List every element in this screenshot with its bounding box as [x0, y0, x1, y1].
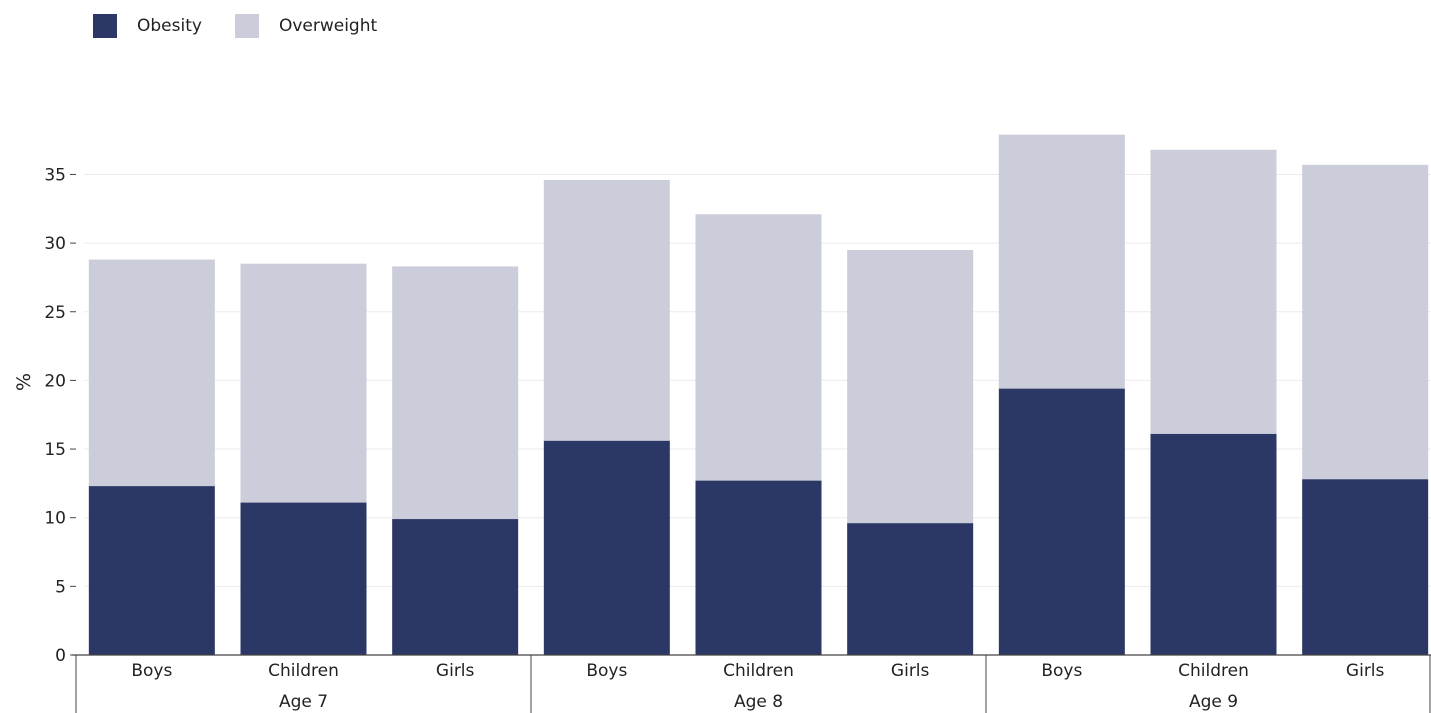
- x-tick-label: Boys: [586, 661, 627, 681]
- bar-overweight: [695, 214, 822, 481]
- bar-overweight: [543, 179, 670, 441]
- bar-obesity: [543, 440, 670, 655]
- bar-obesity: [392, 519, 519, 655]
- legend-item-overweight[interactable]: Overweight: [234, 14, 378, 38]
- bar-obesity: [847, 523, 974, 655]
- x-tick-label: Girls: [891, 661, 930, 681]
- y-axis-label: %: [13, 373, 35, 391]
- bar-obesity: [88, 486, 215, 655]
- x-tick-label: Children: [723, 661, 794, 681]
- bar-overweight: [847, 249, 974, 524]
- legend-swatch-overweight: [234, 14, 259, 38]
- x-group-label: Age 7: [279, 692, 328, 712]
- bar-overweight: [1150, 149, 1277, 434]
- y-tick-label: 30: [44, 234, 66, 254]
- bar-overweight: [240, 263, 367, 503]
- bar-overweight: [998, 134, 1125, 389]
- legend-item-obesity[interactable]: Obesity: [93, 14, 202, 38]
- bar-obesity: [695, 480, 822, 655]
- bar-overweight: [88, 259, 215, 487]
- legend-label-overweight: Overweight: [278, 16, 378, 36]
- x-tick-label: Girls: [436, 661, 475, 681]
- x-tick-label: Children: [268, 661, 339, 681]
- legend: Obesity Overweight: [93, 14, 410, 38]
- bar-obesity: [1302, 479, 1429, 655]
- legend-swatch-obesity: [93, 14, 117, 38]
- y-tick-label: 20: [44, 371, 66, 391]
- y-tick-label: 15: [44, 440, 66, 460]
- y-tick-label: 25: [44, 303, 66, 323]
- bar-obesity: [240, 502, 367, 655]
- bar-obesity: [1150, 433, 1277, 655]
- y-tick-label: 35: [44, 165, 66, 185]
- x-tick-label: Children: [1178, 661, 1249, 681]
- x-tick-label: Girls: [1346, 661, 1385, 681]
- bar-overweight: [392, 266, 519, 520]
- y-tick-label: 10: [44, 509, 66, 529]
- x-tick-label: Boys: [1041, 661, 1082, 681]
- legend-label-obesity: Obesity: [137, 16, 202, 36]
- x-group-label: Age 8: [734, 692, 783, 712]
- y-tick-label: 0: [55, 646, 66, 666]
- y-tick-label: 5: [55, 577, 66, 597]
- x-group-label: Age 9: [1189, 692, 1238, 712]
- bar-obesity: [998, 388, 1125, 655]
- x-tick-label: Boys: [131, 661, 172, 681]
- bar-overweight: [1302, 164, 1429, 480]
